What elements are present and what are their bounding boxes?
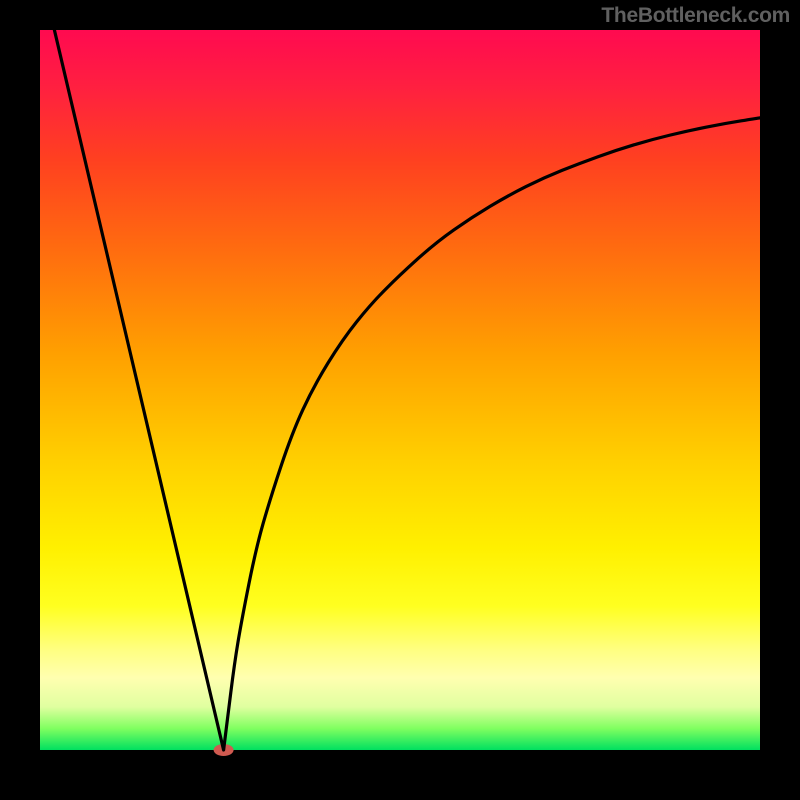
chart-container: TheBottleneck.com	[0, 0, 800, 800]
plot-background-gradient	[40, 30, 760, 750]
chart-svg	[0, 0, 800, 800]
watermark-text: TheBottleneck.com	[601, 4, 790, 28]
